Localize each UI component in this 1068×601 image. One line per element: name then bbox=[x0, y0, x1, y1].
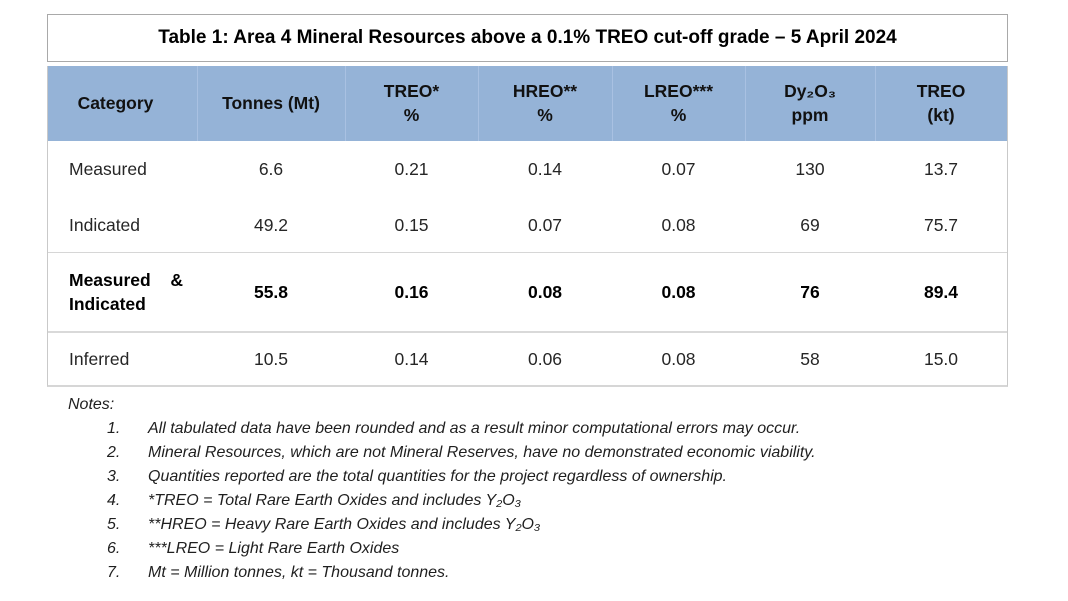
header-line2: % bbox=[403, 104, 420, 125]
cell-treo-pct: 0.15 bbox=[394, 214, 429, 235]
cell-treo-pct: 0.14 bbox=[394, 348, 429, 369]
notes-section: Notes: 1. All tabulated data have been r… bbox=[47, 393, 1008, 585]
header-line2: % bbox=[537, 104, 553, 125]
cell-treo-pct: 0.21 bbox=[394, 159, 429, 179]
header-line1: TREO bbox=[916, 80, 966, 101]
column-header-category: Category bbox=[48, 66, 197, 141]
note-number: 4. bbox=[107, 492, 121, 509]
note-number: 7. bbox=[107, 564, 121, 581]
note-text: **HREO = Heavy Rare Earth Oxides and inc… bbox=[148, 516, 541, 533]
note-text: Mt = Million tonnes, kt = Thousand tonne… bbox=[148, 564, 450, 581]
category-ampersand: & bbox=[170, 269, 183, 290]
table-title-text: Table 1: Area 4 Mineral Resources above … bbox=[158, 27, 897, 48]
cell-dy2o3-ppm: 58 bbox=[800, 348, 820, 369]
column-header-treo-kt: TREO (kt) bbox=[875, 66, 1007, 141]
table-row-measured-and-indicated: Measured & Indicated 55.8 0.16 0.08 0.08… bbox=[48, 252, 1007, 333]
note-text: Quantities reported are the total quanti… bbox=[148, 468, 727, 485]
cell-treo-kt: 13.7 bbox=[923, 159, 959, 179]
cell-treo-kt: 89.4 bbox=[923, 281, 959, 302]
table-row-inferred: Inferred 10.5 0.14 0.06 0.08 58 15.0 bbox=[48, 333, 1007, 385]
cell-dy2o3-ppm: 69 bbox=[800, 214, 820, 235]
table-row-indicated: Indicated 49.2 0.15 0.07 0.08 69 75.7 bbox=[48, 198, 1007, 252]
cell-hreo-pct: 0.08 bbox=[527, 281, 563, 302]
note-item-1: 1. All tabulated data have been rounded … bbox=[68, 417, 1008, 441]
category-line1: Measured & bbox=[69, 268, 183, 293]
cell-category: Inferred bbox=[69, 348, 130, 369]
cell-category: Indicated bbox=[69, 214, 141, 235]
cell-dy2o3-ppm: 76 bbox=[800, 281, 820, 302]
cell-treo-kt: 15.0 bbox=[923, 348, 959, 369]
note-item-6: 6. ***LREO = Light Rare Earth Oxides bbox=[68, 537, 1008, 561]
table-title: Table 1: Area 4 Mineral Resources above … bbox=[47, 14, 1008, 62]
header-line1: Tonnes (Mt) bbox=[222, 92, 320, 113]
category-two-lines: Measured & Indicated bbox=[69, 268, 183, 317]
category-line2: Indicated bbox=[69, 294, 146, 314]
column-header-tonnes: Tonnes (Mt) bbox=[197, 66, 345, 141]
cell-tonnes: 49.2 bbox=[253, 214, 289, 235]
note-number: 5. bbox=[107, 516, 121, 533]
note-item-7: 7. Mt = Million tonnes, kt = Thousand to… bbox=[68, 561, 1008, 585]
cell-lreo-pct: 0.08 bbox=[661, 281, 696, 302]
cell-lreo-pct: 0.07 bbox=[661, 159, 696, 179]
note-number: 3. bbox=[107, 468, 121, 485]
note-item-5: 5. **HREO = Heavy Rare Earth Oxides and … bbox=[68, 513, 1008, 537]
note-text: *TREO = Total Rare Earth Oxides and incl… bbox=[148, 492, 522, 509]
cell-treo-pct: 0.16 bbox=[394, 281, 429, 302]
category-word: Measured bbox=[69, 269, 151, 290]
cell-hreo-pct: 0.06 bbox=[527, 348, 563, 369]
column-header-lreo-pct: LREO*** % bbox=[612, 66, 745, 141]
mineral-resources-table: Category Tonnes (Mt) TREO* % HREO** % LR… bbox=[47, 66, 1008, 387]
header-line2: % bbox=[670, 104, 687, 125]
note-text: ***LREO = Light Rare Earth Oxides bbox=[148, 540, 400, 557]
notes-label: Notes: bbox=[68, 396, 115, 413]
cell-lreo-pct: 0.08 bbox=[661, 348, 696, 369]
table-header-row: Category Tonnes (Mt) TREO* % HREO** % LR… bbox=[48, 66, 1007, 141]
document-sheet: Table 1: Area 4 Mineral Resources above … bbox=[47, 14, 1008, 585]
note-number: 1. bbox=[107, 420, 121, 437]
cell-dy2o3-ppm: 130 bbox=[795, 159, 825, 179]
note-item-4: 4. *TREO = Total Rare Earth Oxides and i… bbox=[68, 489, 1008, 513]
cell-category: Measured & Indicated bbox=[48, 253, 197, 331]
header-line1: HREO** bbox=[512, 80, 578, 101]
cell-tonnes: 6.6 bbox=[258, 159, 284, 179]
cell-hreo-pct: 0.07 bbox=[527, 214, 563, 235]
note-number: 2. bbox=[107, 444, 121, 461]
note-text: Mineral Resources, which are not Mineral… bbox=[148, 444, 816, 461]
column-header-treo-pct: TREO* % bbox=[345, 66, 478, 141]
table-row-measured: Measured 6.6 0.21 0.14 0.07 130 13.7 bbox=[48, 141, 1007, 198]
note-number: 6. bbox=[107, 540, 121, 557]
header-line1: LREO*** bbox=[643, 80, 714, 101]
note-item-2: 2. Mineral Resources, which are not Mine… bbox=[68, 441, 1008, 465]
header-line1: Category bbox=[77, 92, 154, 113]
note-item-3: 3. Quantities reported are the total qua… bbox=[68, 465, 1008, 489]
cell-category: Measured bbox=[69, 159, 147, 179]
column-header-dy2o3-ppm: Dy₂O₃ ppm bbox=[745, 66, 875, 141]
note-text: All tabulated data have been rounded and… bbox=[148, 420, 801, 437]
header-line2: ppm bbox=[791, 104, 829, 125]
cell-tonnes: 10.5 bbox=[253, 348, 289, 369]
cell-tonnes: 55.8 bbox=[253, 281, 289, 302]
column-header-hreo-pct: HREO** % bbox=[478, 66, 612, 141]
header-line2: (kt) bbox=[927, 104, 955, 125]
header-line1: Dy₂O₃ bbox=[784, 80, 836, 101]
header-line1: TREO* bbox=[383, 80, 440, 101]
cell-treo-kt: 75.7 bbox=[923, 214, 959, 235]
cell-lreo-pct: 0.08 bbox=[661, 214, 696, 235]
cell-hreo-pct: 0.14 bbox=[527, 159, 563, 179]
